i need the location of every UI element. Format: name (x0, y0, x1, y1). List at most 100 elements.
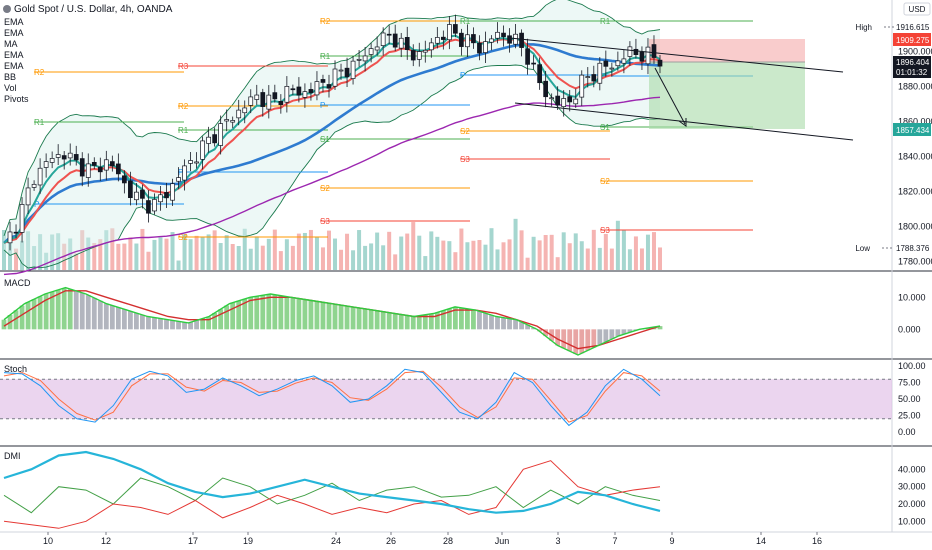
volume-bar (615, 220, 620, 270)
ema-long-line (3, 96, 661, 276)
dmi-minus-line (3, 460, 661, 529)
volume-bar (603, 233, 608, 270)
macd-histogram-bar (597, 329, 603, 345)
volume-bar (134, 243, 139, 270)
macd-histogram-bar (55, 289, 61, 330)
time-axis[interactable]: 10 12 17 19 24 26 28 Jun 3 7 9 14 16 (43, 532, 822, 546)
candle-up (627, 46, 633, 57)
macd-histogram-bar (97, 300, 103, 330)
stoch-indicator (0, 368, 892, 427)
macd-histogram-bar (531, 327, 537, 330)
macd-histogram-bar (19, 305, 25, 330)
volume-bar (441, 240, 446, 270)
macd-histogram-bar (428, 313, 434, 330)
candle-down (537, 64, 542, 84)
pivot-label: S3 (320, 217, 330, 226)
volume-bar (158, 237, 163, 270)
volume-bar (320, 247, 325, 270)
macd-histogram-bar (458, 307, 464, 330)
candle-down (320, 79, 326, 83)
candle-down (61, 155, 67, 160)
take-profit-zone[interactable] (649, 62, 805, 129)
volume-bar (639, 248, 644, 270)
legend-item: EMA (4, 61, 24, 71)
candle-up (398, 37, 404, 49)
stop-loss-zone[interactable] (649, 39, 805, 62)
volume-bar (254, 236, 259, 270)
candle-up (158, 194, 163, 203)
macd-histogram-bar (115, 307, 121, 330)
time-tick-label: 7 (612, 536, 617, 546)
volume-bar (453, 252, 458, 270)
legend-item: EMA (4, 50, 24, 60)
candle-up (368, 48, 374, 55)
pivot-label: R2 (320, 17, 331, 26)
pivot-label: R2 (34, 68, 45, 77)
macd-histogram-bar (585, 329, 591, 351)
sub-pane-axes[interactable]: 10.000 0.000 100.00 75.00 50.00 25.00 0.00 40.0… (898, 292, 926, 526)
stoch-tick-label: 25.00 (898, 411, 921, 421)
time-tick-label: 12 (101, 536, 111, 546)
candle-down (440, 36, 446, 40)
volume-bar (429, 231, 434, 270)
time-tick-label: Jun (495, 536, 510, 546)
macd-histogram-bar (314, 301, 320, 330)
volume-bar (477, 240, 482, 270)
macd-histogram-bar (621, 329, 627, 335)
candle-down (633, 48, 639, 55)
volume-bar (290, 245, 295, 270)
macd-tick-label: 10.000 (898, 292, 926, 302)
candle-down (404, 37, 410, 50)
macd-histogram-bar (158, 318, 163, 330)
macd-histogram-bar (465, 308, 470, 330)
macd-histogram-bar (1, 319, 7, 330)
volume-bar (399, 236, 404, 270)
candle-up (284, 86, 290, 103)
volume-bar (627, 249, 632, 270)
time-tick-label: 10 (43, 536, 53, 546)
volume-bar (537, 240, 542, 270)
time-tick-label: 26 (386, 536, 396, 546)
volume-bar (146, 251, 151, 270)
volume-bar (182, 234, 187, 270)
candle-down (519, 32, 524, 48)
volume-bar (284, 239, 289, 270)
candle-up (489, 38, 494, 43)
candle-down (555, 95, 561, 106)
candle-up (483, 41, 488, 53)
pivot-label: S3 (600, 226, 610, 235)
volume-bar (423, 256, 428, 270)
macd-histogram-bar (200, 318, 206, 330)
volume-bar (242, 228, 247, 270)
macd-histogram-bar (31, 299, 37, 330)
candle-down (164, 192, 169, 199)
pivot-label: S2 (320, 184, 330, 193)
target-price-value: 1857.434 (896, 126, 930, 135)
candle-down (501, 32, 506, 37)
macd-histogram-bar (495, 316, 500, 330)
price-axis[interactable]: 1900.000 1880.000 1860.000 1840.000 1820.000… (898, 47, 932, 267)
candle-up (465, 34, 470, 48)
channel-upper-line[interactable] (509, 37, 844, 73)
macd-pane-title: MACD (4, 278, 31, 288)
macd-histogram-bar (164, 319, 169, 330)
dmi-tick-label: 40.000 (898, 464, 926, 474)
volume-bar (633, 236, 638, 270)
candle-down (326, 84, 332, 89)
macd-histogram-bar (374, 310, 380, 330)
volume-bar (381, 245, 386, 270)
candle-down (410, 50, 416, 61)
legend-item: EMA (4, 17, 24, 27)
macd-histogram-bar (537, 329, 543, 332)
candle-up (170, 183, 175, 201)
candle-down (453, 24, 458, 34)
time-tick-label: 28 (443, 536, 453, 546)
currency-badge[interactable] (903, 2, 931, 16)
time-tick-label: 24 (331, 536, 341, 546)
volume-bar (369, 243, 374, 270)
macd-histogram-bar (67, 289, 73, 330)
pivot-label: S1 (320, 135, 330, 144)
volume-bar (357, 230, 362, 270)
